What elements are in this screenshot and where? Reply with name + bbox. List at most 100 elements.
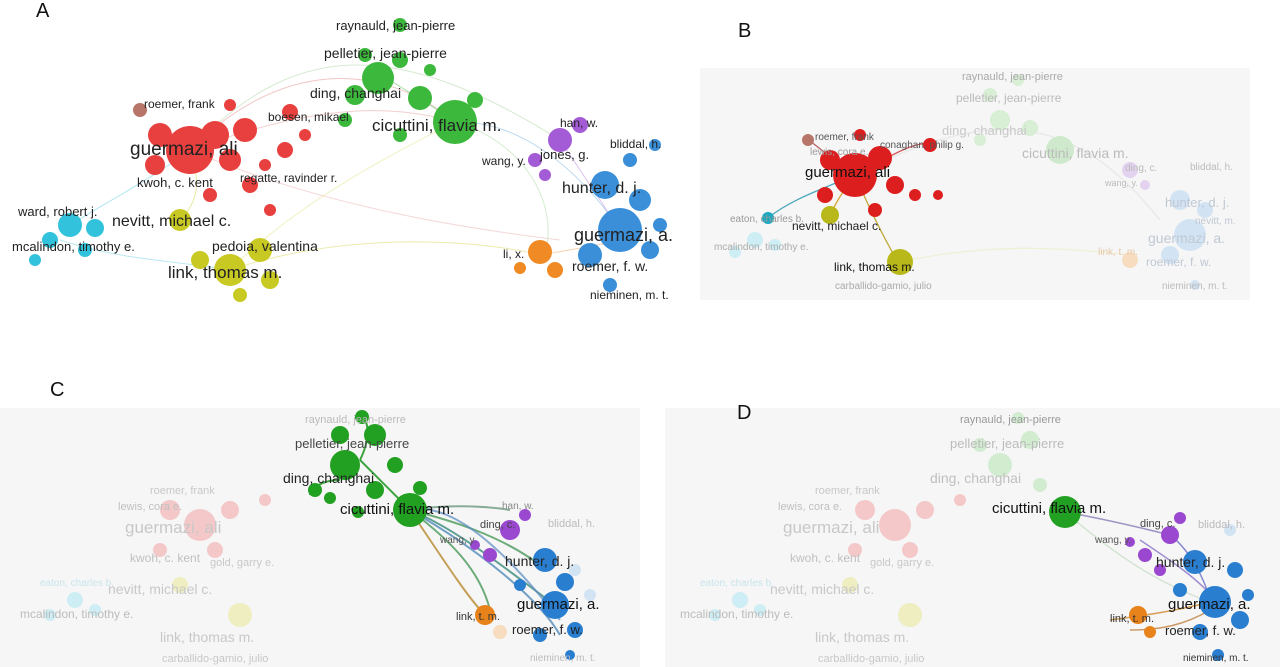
node-faded	[493, 625, 507, 639]
node-green	[393, 128, 407, 142]
label-hunter: hunter, d. j.	[1156, 554, 1225, 570]
label-wang: wang, y.	[481, 154, 526, 168]
label-mcalindon: mcalindon, timothy e.	[680, 607, 793, 621]
node-red	[203, 188, 217, 202]
label-ding-c: ding, c.	[1125, 163, 1157, 174]
node-blue	[641, 241, 659, 259]
label-bliddal: bliddal, h.	[610, 137, 661, 151]
node-cicuttini	[1049, 496, 1081, 528]
node-guermazi-a	[598, 208, 642, 252]
node-faded	[1012, 74, 1024, 86]
node-ding	[330, 450, 360, 480]
label-roemer-frank: roemer, frank	[150, 485, 215, 497]
node-faded	[732, 592, 748, 608]
node-blue	[653, 218, 667, 232]
label-lewis: lewis, cora e.	[810, 147, 868, 158]
labels-a: raynauld, jean-pierre pelletier, jean-pi…	[12, 18, 673, 302]
node-faded-guermazi-a	[1174, 219, 1206, 251]
node-ward	[58, 213, 82, 237]
panel-b-background	[700, 68, 1250, 300]
node-eaton	[762, 212, 774, 224]
labels-b: raynauld, jean-pierre pelletier, jean-pi…	[714, 71, 1236, 292]
node-faded-cicuttini	[1046, 136, 1074, 164]
node-red	[224, 99, 236, 111]
label-link-thomas: link, thomas m.	[160, 629, 254, 645]
label-pelletier: pelletier, jean-pierre	[950, 436, 1064, 451]
node-roemer-frank	[133, 103, 147, 117]
label-guermazi-ali: guermazi, ali	[805, 164, 890, 181]
node-faded	[973, 438, 987, 452]
node-link-tm	[1129, 606, 1147, 624]
node-nieminen	[603, 278, 617, 292]
node-faded	[990, 110, 1010, 130]
label-roemer-frank: roemer, frank	[815, 132, 875, 143]
label-ding: ding, changhai	[310, 85, 401, 101]
node-faded	[172, 577, 188, 593]
node-ding-c	[1161, 526, 1179, 544]
node-nevitt	[169, 209, 191, 231]
panel-a: raynauld, jean-pierre pelletier, jean-pi…	[0, 0, 700, 330]
node-green	[358, 48, 372, 62]
node-cyan	[86, 219, 104, 237]
node-pedoia	[248, 238, 272, 262]
node-faded	[916, 501, 934, 519]
label-roemer-frank: roemer, frank	[815, 485, 880, 497]
label-nieminen: nieminen, m. t.	[1183, 653, 1249, 664]
node-yellow	[233, 288, 247, 302]
node-hunter	[591, 171, 619, 199]
label-kwoh: kwoh, c. kent	[137, 175, 213, 190]
label-mcalindon: mcalindon, timothy e.	[714, 242, 809, 253]
node-ding-c	[500, 520, 520, 540]
node-link-thomas	[214, 254, 246, 286]
label-guermazi-a: guermazi, a.	[1148, 230, 1225, 246]
label-link-tm: link, t. m.	[456, 611, 500, 623]
node-cicuttini	[433, 100, 477, 144]
node-faded	[988, 453, 1012, 477]
label-link-thomas: link, thomas m.	[168, 263, 282, 282]
label-roemer-frank: roemer, frank	[144, 97, 216, 111]
node-green	[324, 492, 336, 504]
label-roemer-fw: roemer, f. w.	[572, 258, 648, 274]
label-ding: ding, changhai	[930, 470, 1021, 486]
node-guermazi-ali	[833, 153, 877, 197]
node-faded	[974, 134, 986, 146]
node-blue	[1173, 583, 1187, 597]
node-yellow	[191, 251, 209, 269]
node-hunter	[1183, 550, 1207, 574]
node-blue	[623, 153, 637, 167]
node-green	[308, 483, 322, 497]
label-nieminen: nieminen, m. t.	[1162, 281, 1228, 292]
label-link-tm: link, t. m.	[1098, 247, 1138, 258]
label-bliddal: bliddal, h.	[1198, 519, 1245, 531]
node-faded	[1224, 524, 1236, 536]
node-faded	[1012, 412, 1024, 424]
label-link-thomas: link, thomas m.	[815, 629, 909, 645]
label-raynauld: raynauld, jean-pierre	[305, 414, 406, 426]
node-faded	[584, 589, 596, 601]
node-red	[145, 155, 165, 175]
node-li	[528, 240, 552, 264]
panel-letter-b: B	[738, 20, 752, 42]
node-blue	[514, 579, 526, 591]
label-nevitt: nevitt, michael c.	[792, 219, 881, 233]
node-green	[387, 457, 403, 473]
node-roemer-fw	[567, 622, 583, 638]
label-ding: ding, changhai	[283, 470, 374, 486]
node-red	[277, 142, 293, 158]
node-roemer-fw	[578, 243, 602, 267]
node-purple	[1154, 564, 1166, 576]
label-raynauld: raynauld, jean-pierre	[962, 71, 1063, 83]
label-nieminen: nieminen, m. t.	[530, 653, 596, 664]
label-raynauld: raynauld, jean-pierre	[336, 18, 455, 33]
label-nevitt: nevitt, michael c.	[770, 581, 874, 597]
label-cicuttini: cicuttini, flavia m.	[992, 500, 1106, 517]
node-green	[413, 481, 427, 495]
network-c-svg: raynauld, jean-pierre pelletier, jean-pi…	[20, 410, 600, 665]
node-faded	[709, 609, 721, 621]
node-red	[886, 176, 904, 194]
label-hunter: hunter, d. j.	[1165, 195, 1229, 210]
node-purple	[572, 117, 588, 133]
node-faded	[848, 543, 862, 557]
node-purple	[470, 540, 480, 550]
node-cyan	[29, 254, 41, 266]
